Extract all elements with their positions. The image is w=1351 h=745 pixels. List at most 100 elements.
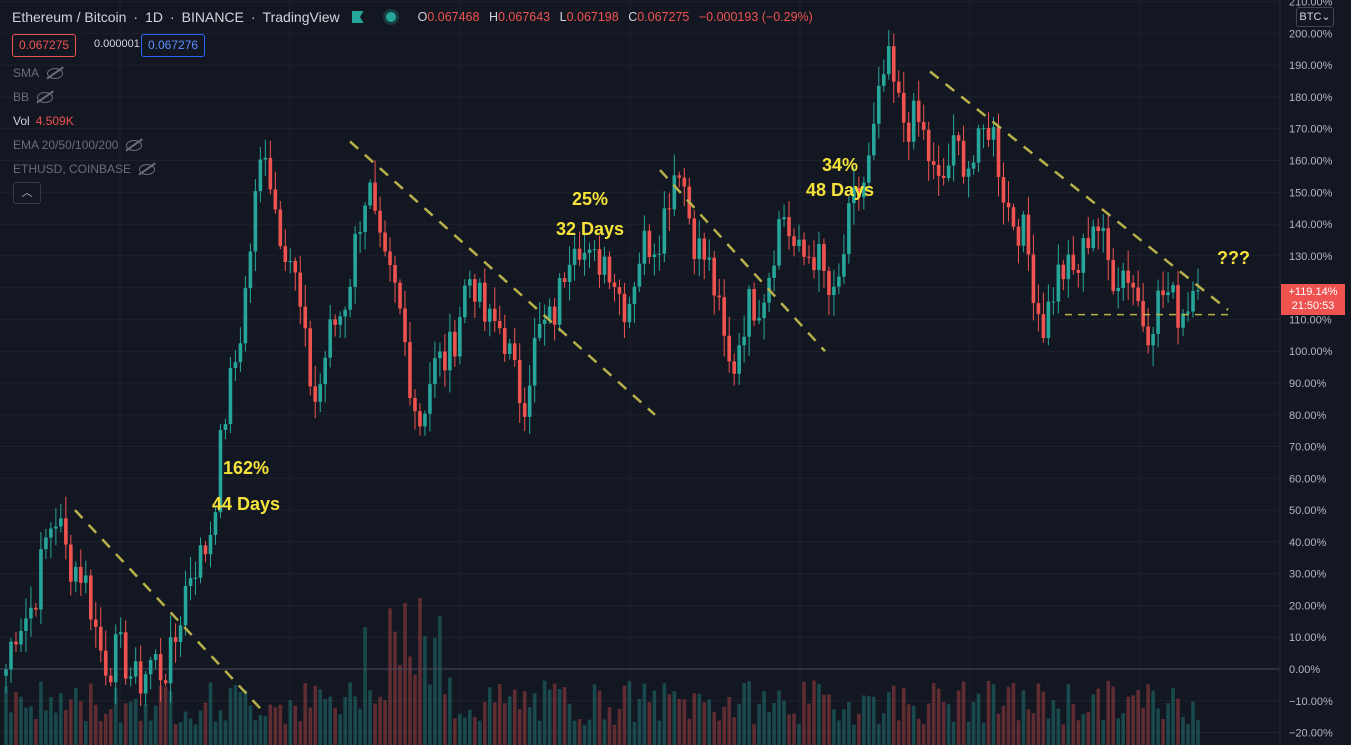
- candle-body: [433, 358, 437, 385]
- ohlc-values: O0.067468 H0.067643 L0.067198 C0.067275 …: [418, 10, 819, 24]
- buy-button[interactable]: 0.067276: [141, 34, 206, 57]
- candle-body: [153, 654, 158, 660]
- candle-body: [857, 187, 861, 198]
- volume-bar: [592, 684, 597, 745]
- y-tick-label: 110.00%: [1289, 314, 1332, 326]
- indicator-compare[interactable]: ETHUSD, COINBASE: [13, 162, 156, 176]
- candle-body: [896, 81, 901, 93]
- candle-body: [1156, 290, 1160, 334]
- market-status-icon[interactable]: [385, 12, 396, 22]
- volume-bar: [353, 696, 357, 745]
- volume-bar: [1156, 708, 1160, 745]
- indicator-sma[interactable]: SMA: [13, 66, 64, 80]
- flag-icon[interactable]: [351, 11, 364, 23]
- volume-bar: [39, 681, 43, 745]
- collapse-indicators-button[interactable]: ︿: [13, 182, 41, 204]
- candle-body: [1166, 292, 1170, 296]
- sell-button[interactable]: 0.067275: [12, 34, 77, 57]
- volume-bar: [323, 699, 327, 745]
- candle-body: [59, 518, 63, 527]
- volume-bar: [567, 703, 572, 745]
- candle-body: [458, 317, 462, 357]
- volume-bar: [487, 687, 492, 745]
- candle-body: [1096, 226, 1101, 232]
- eye-hidden-icon[interactable]: [37, 91, 54, 103]
- y-tick-label: 60.00%: [1289, 473, 1327, 485]
- volume-bar: [652, 690, 657, 745]
- volume-bar: [737, 703, 741, 745]
- volume-bar: [428, 684, 432, 745]
- volume-bar: [9, 712, 13, 745]
- candle-body: [1176, 285, 1180, 328]
- volume-bar: [383, 700, 387, 745]
- volume-bar: [1196, 720, 1200, 745]
- eye-hidden-icon[interactable]: [126, 139, 143, 151]
- candle-body: [877, 85, 881, 124]
- candle-body: [1116, 287, 1121, 292]
- candle-body: [632, 286, 637, 304]
- candle-body: [881, 74, 886, 86]
- candle-body: [702, 238, 707, 260]
- volume-bar: [79, 701, 83, 745]
- volume-bar: [532, 693, 537, 745]
- volume-bar: [817, 683, 821, 745]
- y-tick-label: −20.00%: [1289, 728, 1333, 740]
- volume-bar: [792, 713, 796, 745]
- volume-bar: [1061, 724, 1066, 745]
- eye-hidden-icon[interactable]: [47, 67, 64, 79]
- candle-body: [388, 251, 392, 266]
- candle-body: [1036, 303, 1041, 315]
- candle-body: [463, 285, 467, 318]
- candle-body: [1151, 333, 1155, 346]
- volume-bar: [732, 717, 736, 745]
- candle-body: [178, 625, 183, 643]
- candle-body: [822, 243, 826, 271]
- volume-bar: [178, 722, 183, 745]
- volume-bar: [727, 696, 731, 745]
- volume-bar: [368, 690, 372, 745]
- trendlines: [74, 70, 1230, 715]
- volume-bar: [1076, 720, 1081, 745]
- volume-bar: [1081, 714, 1086, 745]
- annotation-question: ???: [1217, 248, 1250, 268]
- volume-bar: [517, 709, 522, 745]
- candle-body: [168, 637, 173, 684]
- candle-body: [587, 249, 592, 253]
- eye-hidden-icon[interactable]: [139, 163, 156, 175]
- interval[interactable]: 1D: [145, 9, 163, 25]
- volume-bar: [83, 721, 88, 745]
- candle-body: [1106, 228, 1111, 261]
- volume-bar: [198, 710, 203, 745]
- candle-body: [413, 397, 417, 412]
- volume-bar: [852, 724, 856, 745]
- volume-bar: [478, 720, 482, 745]
- candle-body: [14, 641, 18, 645]
- indicator-ema[interactable]: EMA 20/50/100/200: [13, 138, 143, 152]
- volume-bar: [1111, 686, 1116, 745]
- volume-bar: [343, 696, 347, 745]
- candle-body: [348, 286, 352, 310]
- volume-bar: [1171, 687, 1175, 745]
- candle-body: [438, 351, 442, 359]
- candle-body: [1031, 254, 1036, 304]
- y-tick-label: 180.00%: [1289, 92, 1333, 104]
- volume-bar: [931, 682, 936, 745]
- low-label: L: [559, 10, 567, 24]
- volume-bar: [597, 690, 602, 745]
- indicator-bb[interactable]: BB: [13, 90, 54, 104]
- volume-bar: [423, 636, 427, 745]
- y-tick-label: 210.00%: [1289, 0, 1333, 9]
- candle-body: [976, 128, 981, 163]
- currency-button[interactable]: BTC⌄: [1296, 7, 1334, 27]
- candle-body: [223, 424, 228, 430]
- candle-body: [777, 219, 781, 266]
- volume-bar: [1046, 718, 1051, 745]
- symbol-title[interactable]: Ethereum / Bitcoin: [12, 9, 127, 25]
- volume-bar: [203, 702, 208, 745]
- candle-body: [607, 256, 612, 283]
- indicator-volume[interactable]: Vol 4.509K: [13, 114, 74, 128]
- candle-body: [492, 308, 497, 321]
- candle-body: [1001, 177, 1006, 203]
- volume-bar: [403, 603, 407, 745]
